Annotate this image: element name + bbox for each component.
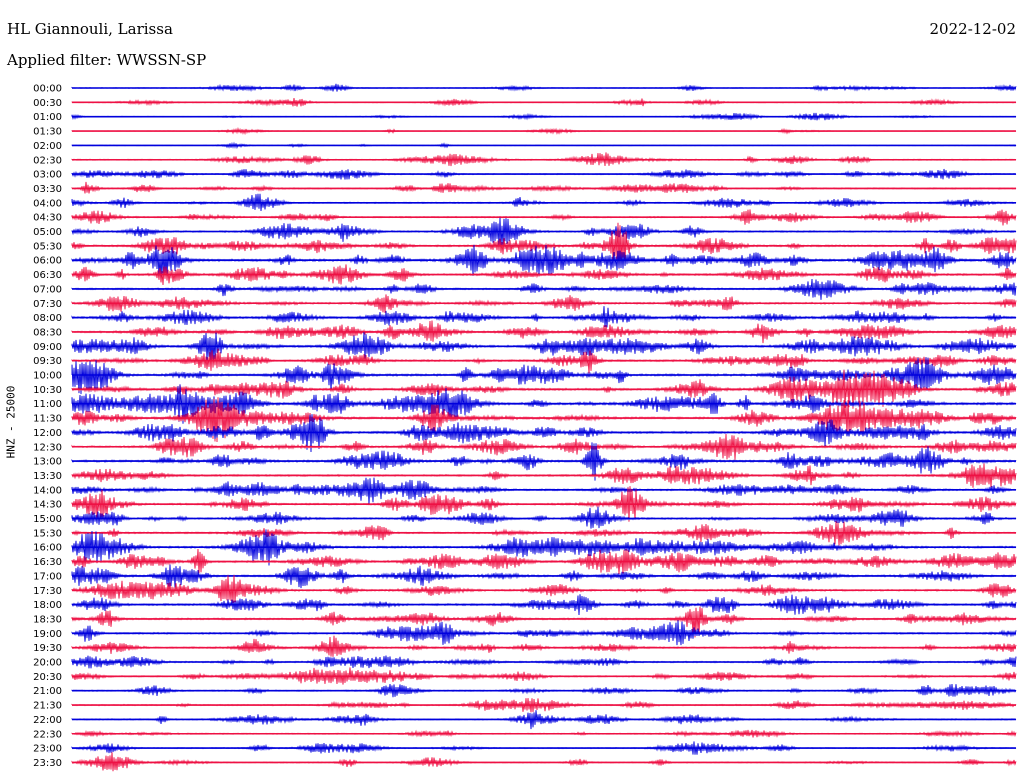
time-label: 15:30 [33, 528, 62, 539]
time-label: 21:00 [33, 686, 62, 697]
station-title: HL Giannouli, Larissa [7, 20, 173, 38]
record-date: 2022-12-02 [929, 20, 1016, 38]
time-label: 02:30 [33, 155, 62, 166]
time-label: 09:00 [33, 342, 62, 353]
time-label: 10:00 [33, 371, 62, 382]
trace-line [71, 506, 1017, 529]
time-label: 11:00 [33, 399, 62, 410]
time-label: 02:00 [33, 141, 62, 152]
time-label: 19:00 [33, 629, 62, 640]
trace-line [71, 306, 1017, 328]
time-label: 17:30 [33, 586, 62, 597]
time-label: 20:30 [33, 672, 62, 683]
time-label: 04:00 [33, 198, 62, 209]
time-label: 23:00 [33, 744, 62, 755]
time-label: 18:30 [33, 614, 62, 625]
time-label: 22:30 [33, 729, 62, 740]
time-label: 08:30 [33, 327, 62, 338]
time-label: 10:30 [33, 385, 62, 396]
time-label: 17:00 [33, 571, 62, 582]
time-label: 01:00 [33, 112, 62, 123]
trace-line [71, 635, 1017, 657]
time-label: 13:30 [33, 471, 62, 482]
time-label: 01:30 [33, 127, 62, 138]
time-label: 05:00 [33, 227, 62, 238]
trace-group [71, 83, 1017, 772]
time-label: 16:00 [33, 543, 62, 554]
time-label: 15:00 [33, 514, 62, 525]
time-label: 12:00 [33, 428, 62, 439]
time-label: 23:30 [33, 758, 62, 769]
time-label-group: 00:00 00:30 01:00 01:30 02:00 02:30 03:00 03:30… [33, 84, 62, 769]
time-label: 12:30 [33, 442, 62, 453]
time-label: 13:00 [33, 457, 62, 468]
time-label: 14:00 [33, 485, 62, 496]
time-label: 06:30 [33, 270, 62, 281]
time-label: 03:30 [33, 184, 62, 195]
time-label: 22:00 [33, 715, 62, 726]
time-label: 04:30 [33, 213, 62, 224]
time-label: 00:30 [33, 98, 62, 109]
time-label: 05:30 [33, 241, 62, 252]
time-label: 08:00 [33, 313, 62, 324]
time-label: 16:30 [33, 557, 62, 568]
time-label: 18:00 [33, 600, 62, 611]
time-label: 11:30 [33, 414, 62, 425]
filter-label: Applied filter: WWSSN-SP [7, 51, 207, 69]
trace-line [71, 477, 1017, 505]
time-label: 03:00 [33, 170, 62, 181]
time-label: 20:00 [33, 658, 62, 669]
time-label: 07:00 [33, 284, 62, 295]
time-label: 09:30 [33, 356, 62, 367]
trace-line [71, 575, 1017, 604]
time-label: 07:30 [33, 299, 62, 310]
time-label: 14:30 [33, 500, 62, 511]
time-label: 21:30 [33, 701, 62, 712]
time-label: 06:00 [33, 256, 62, 267]
time-label: 19:30 [33, 643, 62, 654]
time-label: 00:00 [33, 84, 62, 95]
